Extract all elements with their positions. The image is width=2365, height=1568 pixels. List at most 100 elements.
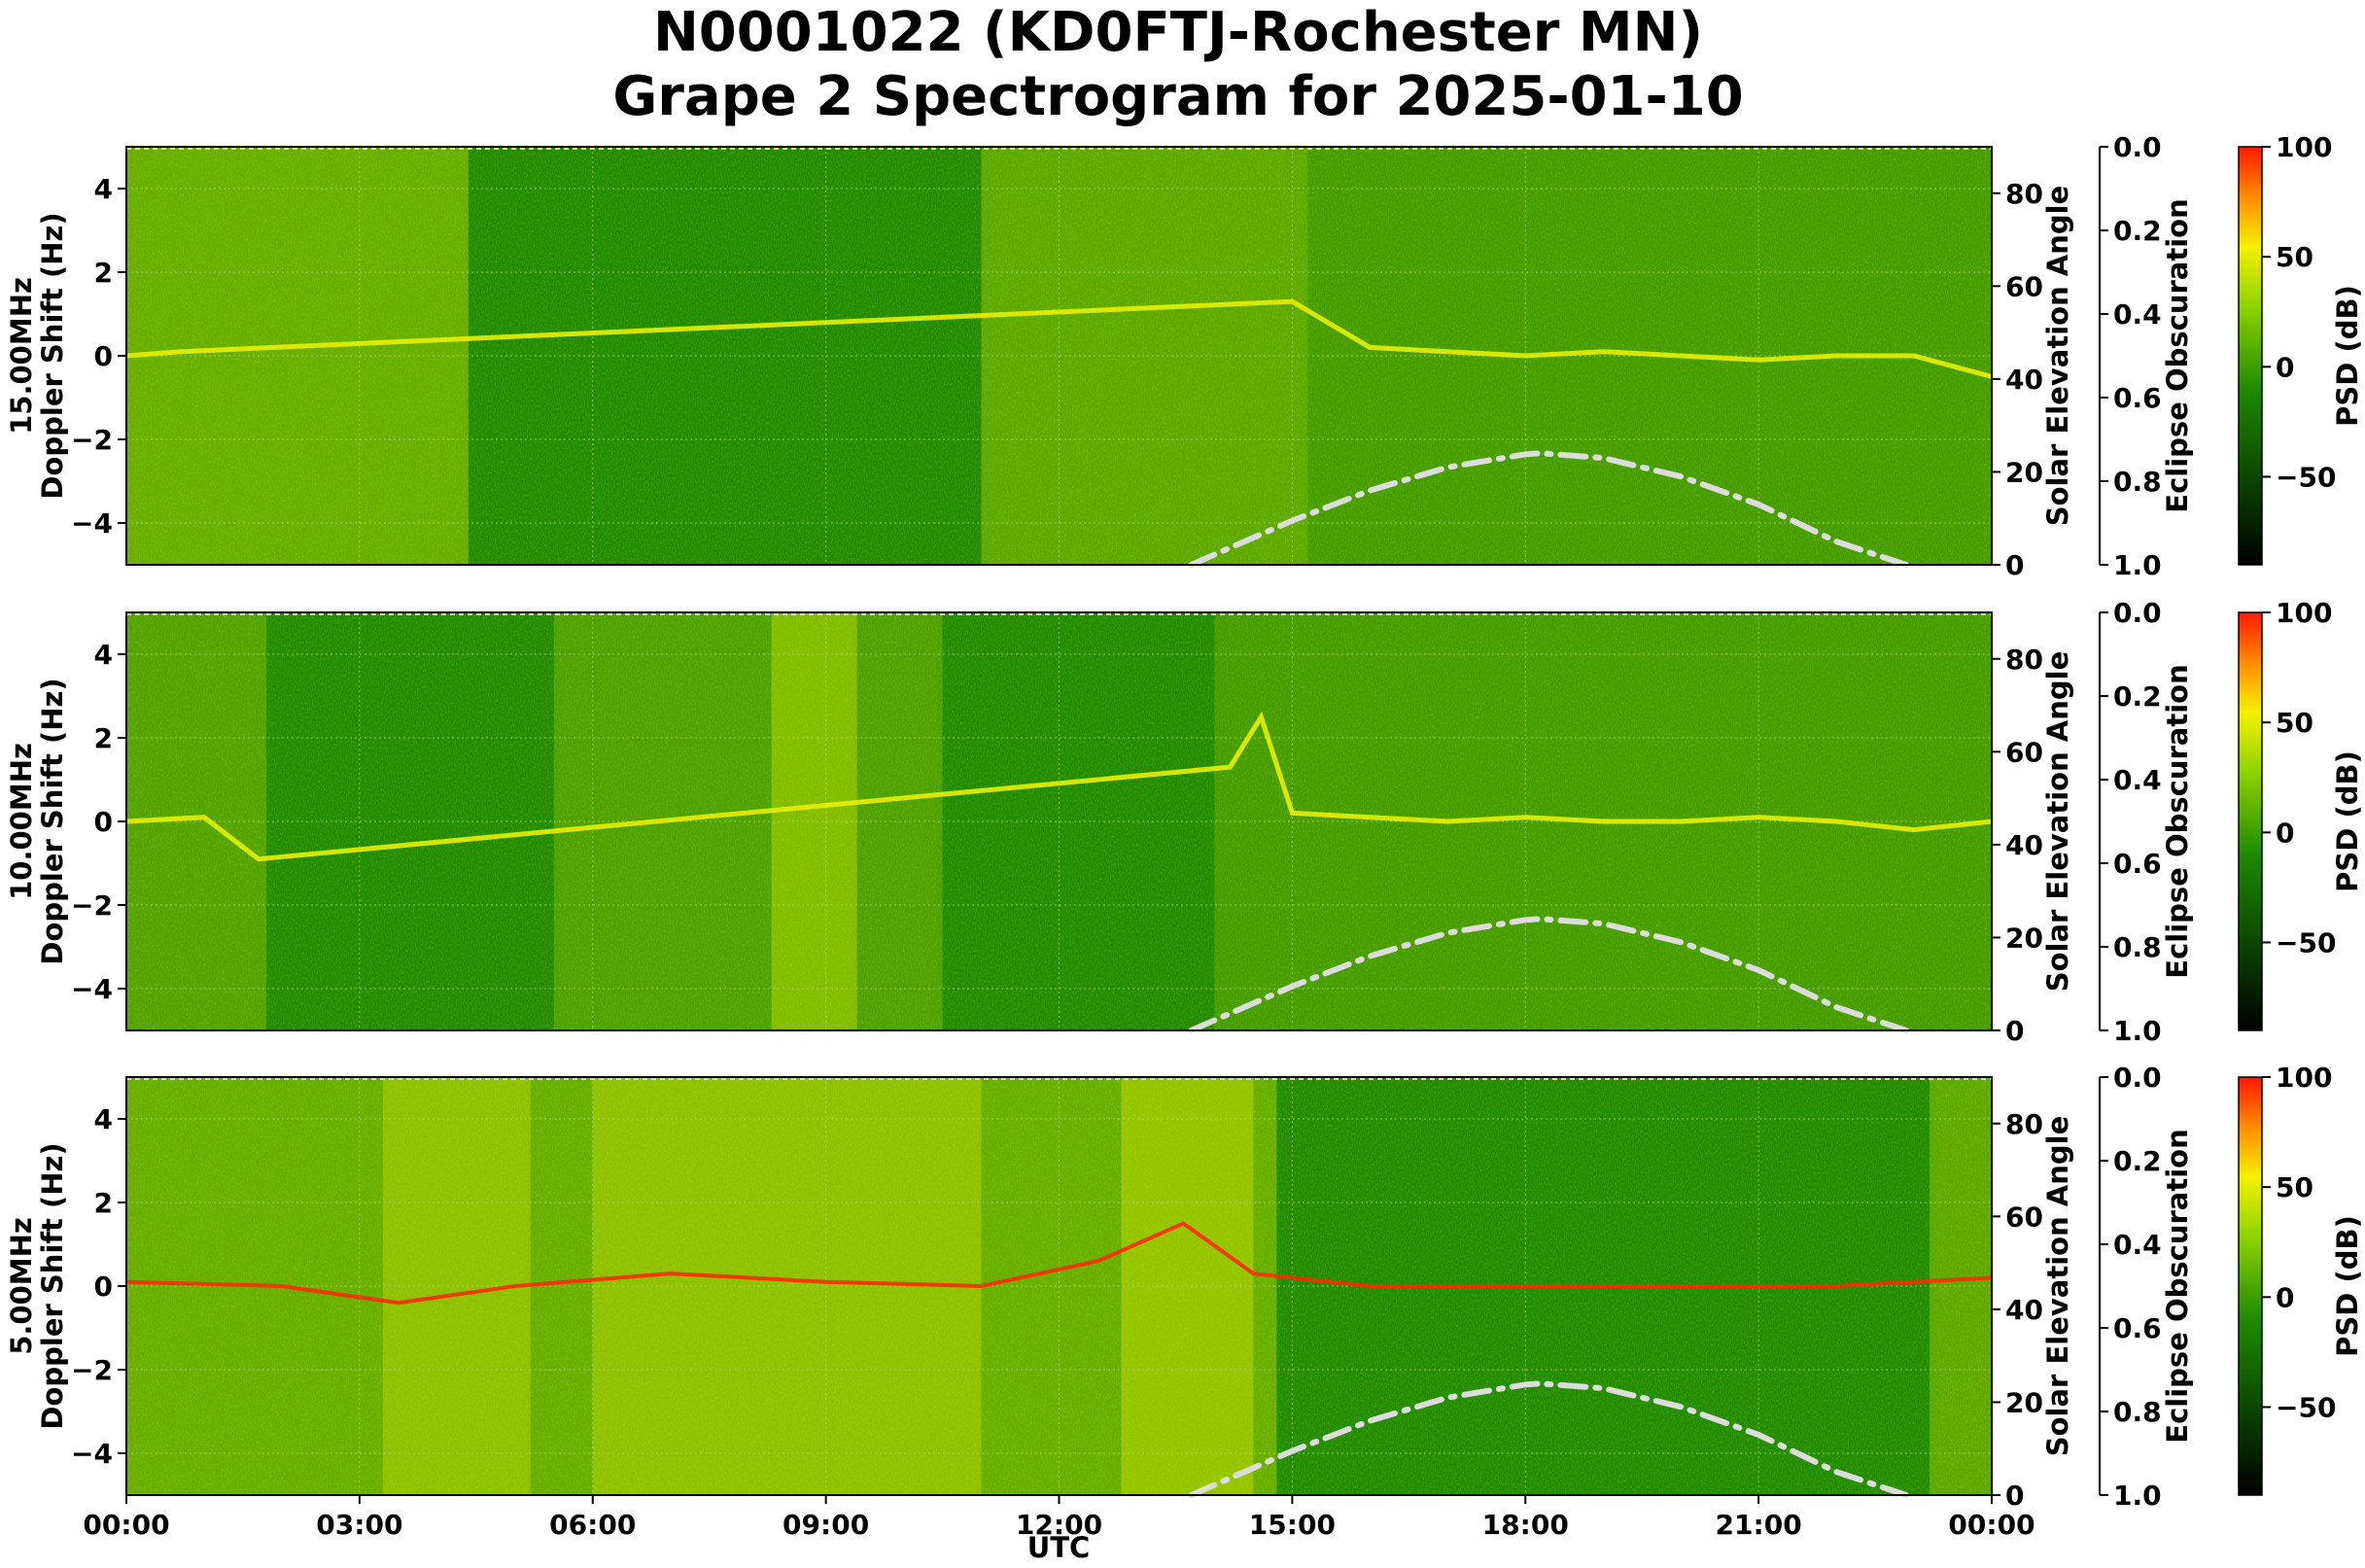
solar-tick-label: 40 (2005, 1294, 2043, 1326)
psd-colorbar (2238, 146, 2263, 566)
y-tick-label: 4 (94, 639, 113, 671)
colorbar-tick-label: 50 (2276, 241, 2313, 273)
y-tick-label: −2 (71, 1354, 113, 1386)
colorbar-tick-label: −50 (2276, 461, 2336, 493)
colorbar-label: PSD (dB) (2331, 285, 2364, 427)
y-axis-label-frequency: 5.00MHz (5, 1217, 38, 1355)
chart-title-line2: Grape 2 Spectrogram for 2025-01-10 (612, 65, 1743, 128)
y-axis-label-frequency: 15.00MHz (5, 277, 38, 435)
colorbar-tick-label: 0 (2276, 817, 2294, 849)
solar-elevation-axis-label: Solar Elevation Angle (2041, 186, 2074, 527)
eclipse-tick-label: 0.4 (2113, 298, 2162, 331)
colorbar-tick-label: −50 (2276, 1391, 2336, 1423)
eclipse-tick-label: 0.0 (2113, 131, 2162, 163)
y-tick-label: 4 (94, 173, 113, 205)
y-tick-label: −2 (71, 889, 113, 922)
solar-tick-label: 0 (2005, 1015, 2024, 1047)
x-tick-label: 06:00 (549, 1509, 636, 1541)
x-tick-label: 12:00 (1016, 1509, 1102, 1541)
solar-elevation-curve (1188, 450, 1909, 568)
solar-tick-label: 0 (2005, 549, 2024, 581)
doppler-signal-trace (125, 711, 1993, 862)
colorbar-tick-label: 50 (2276, 1171, 2313, 1203)
solar-tick-label: 60 (2005, 736, 2043, 768)
colorbar-tick-label: 100 (2276, 1062, 2332, 1094)
eclipse-tick-label: 0.6 (2113, 1312, 2162, 1344)
eclipse-tick-label: 0.6 (2113, 382, 2162, 414)
eclipse-tick-label: 0.8 (2113, 1396, 2162, 1428)
solar-tick-label: 40 (2005, 364, 2043, 396)
x-axis-label: UTC (1027, 1531, 1091, 1564)
y-tick-label: 4 (94, 1103, 113, 1135)
solar-tick-label: 60 (2005, 270, 2043, 302)
x-tick-label: 18:00 (1482, 1509, 1569, 1541)
eclipse-tick-label: 0.2 (2113, 215, 2162, 247)
eclipse-tick-label: 0.2 (2113, 680, 2162, 713)
eclipse-tick-label: 0.0 (2113, 1062, 2162, 1094)
solar-tick-label: 80 (2005, 178, 2043, 210)
eclipse-obscuration-axis-label: Eclipse Obscuration (2161, 664, 2194, 978)
chart-title-line1: N0001022 (KD0FTJ-Rochester MN) (653, 1, 1703, 64)
y-tick-label: −4 (71, 1438, 113, 1470)
eclipse-obscuration-axis-label: Eclipse Obscuration (2161, 198, 2194, 512)
eclipse-tick-label: 1.0 (2113, 549, 2162, 581)
eclipse-tick-label: 0.2 (2113, 1145, 2162, 1177)
y-axis-label-doppler: Doppler Shift (Hz) (36, 1142, 69, 1429)
eclipse-tick-label: 0.8 (2113, 931, 2162, 963)
solar-tick-label: 20 (2005, 456, 2043, 488)
eclipse-tick-label: 0.6 (2113, 848, 2162, 880)
colorbar-tick-label: 100 (2276, 131, 2332, 163)
eclipse-tick-label: 1.0 (2113, 1015, 2162, 1047)
y-tick-label: 2 (94, 722, 113, 754)
x-tick-label: 15:00 (1249, 1509, 1336, 1541)
solar-elevation-axis-label: Solar Elevation Angle (2041, 1116, 2074, 1457)
y-tick-label: 0 (94, 1271, 113, 1303)
eclipse-tick-label: 0.4 (2113, 764, 2162, 796)
colorbar-tick-label: 0 (2276, 1281, 2294, 1313)
psd-colorbar (2238, 1076, 2263, 1496)
colorbar-tick-label: 100 (2276, 597, 2332, 629)
activity-band (981, 147, 1308, 565)
y-tick-label: −4 (71, 973, 113, 1005)
activity-band (1930, 1077, 1992, 1495)
eclipse-tick-label: 1.0 (2113, 1480, 2162, 1512)
colorbar-tick-label: 50 (2276, 707, 2313, 739)
doppler-signal-trace (125, 1221, 1993, 1306)
activity-band (1121, 1077, 1277, 1495)
y-tick-label: 2 (94, 257, 113, 289)
y-tick-label: 2 (94, 1187, 113, 1219)
solar-tick-label: 20 (2005, 922, 2043, 954)
colorbar-tick-label: 0 (2276, 351, 2294, 383)
eclipse-tick-label: 0.8 (2113, 466, 2162, 498)
doppler-signal-trace (125, 298, 1993, 379)
solar-tick-label: 80 (2005, 644, 2043, 676)
y-tick-label: −2 (71, 424, 113, 456)
psd-colorbar (2238, 611, 2263, 1031)
solar-tick-label: 20 (2005, 1386, 2043, 1418)
y-tick-label: 0 (94, 806, 113, 838)
x-tick-label: 00:00 (83, 1509, 169, 1541)
y-axis-label-doppler: Doppler Shift (Hz) (36, 212, 69, 499)
solar-elevation-curve (1188, 916, 1909, 1033)
y-axis-label-doppler: Doppler Shift (Hz) (36, 678, 69, 964)
colorbar-label: PSD (dB) (2331, 1215, 2364, 1357)
solar-elevation-axis-label: Solar Elevation Angle (2041, 651, 2074, 993)
solar-tick-label: 60 (2005, 1201, 2043, 1233)
x-tick-label: 03:00 (316, 1509, 402, 1541)
x-tick-label: 21:00 (1716, 1509, 1802, 1541)
eclipse-tick-label: 0.0 (2113, 597, 2162, 629)
solar-elevation-curve (1188, 1380, 1909, 1498)
eclipse-tick-label: 0.4 (2113, 1229, 2162, 1261)
activity-band (553, 612, 943, 1030)
x-tick-label: 00:00 (1948, 1509, 2035, 1541)
eclipse-obscuration-axis-label: Eclipse Obscuration (2161, 1129, 2194, 1443)
y-axis-label-frequency: 10.00MHz (5, 743, 38, 900)
x-axis: 00:00 03:00 06:00 09:00 12:00 15:00 18:00 21:00… (83, 1495, 2035, 1541)
y-tick-label: 0 (94, 340, 113, 372)
solar-tick-label: 80 (2005, 1108, 2043, 1140)
colorbar-label: PSD (dB) (2331, 750, 2364, 892)
